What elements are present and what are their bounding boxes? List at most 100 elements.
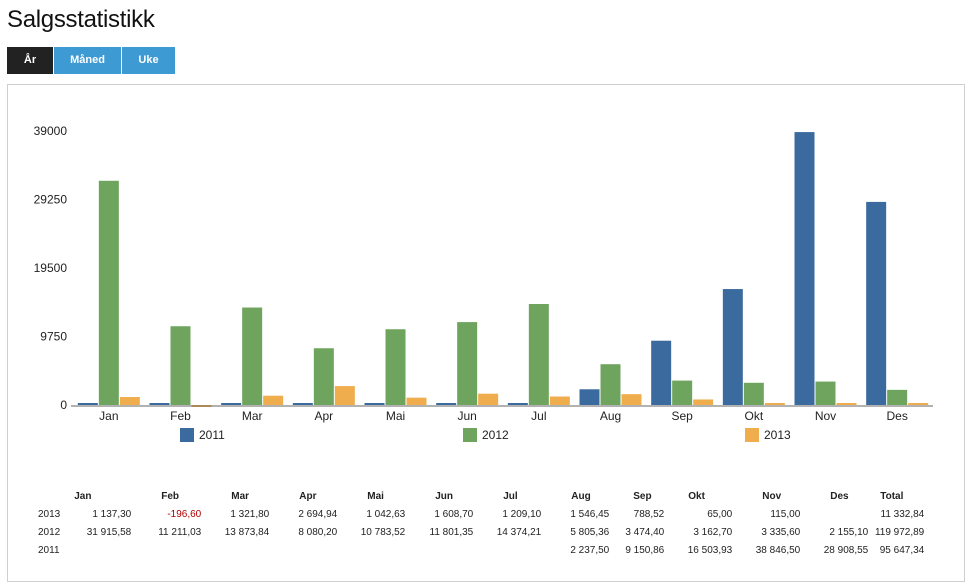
table-cell: 1 321,80	[230, 508, 270, 520]
tab-year[interactable]: År	[7, 47, 53, 74]
bar-2011-feb	[149, 403, 170, 405]
bar-2011-apr	[292, 403, 313, 405]
legend-item-2012[interactable]: 2012	[463, 428, 509, 442]
bar-2011-jan	[77, 403, 98, 405]
legend-label-2011: 2011	[199, 428, 225, 442]
x-tick-label: Okt	[744, 409, 763, 423]
bar-2013-jan	[119, 397, 140, 405]
table-cell: 1 137,30	[92, 508, 132, 520]
bar-2011-jul	[507, 403, 528, 405]
table-cell	[477, 541, 545, 559]
table-cell: 3 474,40	[625, 526, 665, 538]
bar-2011-des	[866, 201, 887, 405]
table-cell: 11 801,35	[429, 526, 474, 538]
bar-2013-jun	[478, 393, 499, 405]
bar-2011-jun	[436, 403, 457, 405]
bar-2011-okt	[722, 289, 743, 405]
x-tick-label: Aug	[600, 409, 621, 423]
table-cell: -196,60	[167, 508, 202, 520]
table-row: 2012 31 915,58 11 211,03 13 873,84 8 080,20 1…	[28, 523, 928, 541]
bar-2013-sep	[693, 399, 714, 405]
x-tick-label: Nov	[815, 409, 836, 423]
sales-table-body: 2013 1 137,30 -196,60 1 321,80 2 694,94 1 042…	[28, 505, 928, 559]
table-cell: 3 335,60	[761, 526, 801, 538]
table-header-year	[28, 487, 64, 505]
x-tick-label: Jul	[531, 409, 546, 423]
bar-2011-sep	[651, 340, 672, 405]
table-cell-year: 2012	[38, 526, 61, 538]
table-cell: 2 237,50	[570, 544, 610, 556]
period-tabs: År Måned Uke	[7, 47, 175, 74]
table-cell: 2 155,10	[829, 526, 869, 538]
table-cell: 65,00	[707, 508, 733, 520]
table-cell: 16 503,93	[687, 544, 733, 556]
table-cell: 1 042,63	[366, 508, 406, 520]
legend-label-2012: 2012	[482, 428, 509, 442]
bar-2013-jul	[549, 396, 570, 405]
table-header-okt: Okt	[688, 490, 705, 502]
bar-2012-jun	[457, 322, 478, 405]
table-cell: 31 915,58	[86, 526, 132, 538]
table-header-total: Total	[880, 490, 904, 502]
bar-2011-nov	[794, 132, 815, 405]
table-cell: 9 150,86	[625, 544, 665, 556]
legend-item-2013[interactable]: 2013	[745, 428, 791, 442]
bar-2012-sep	[672, 380, 693, 405]
bar-2011-mar	[221, 403, 242, 405]
table-cell: 115,00	[770, 508, 801, 520]
legend-item-2011[interactable]: 2011	[180, 428, 225, 442]
bar-2012-jan	[98, 180, 119, 405]
table-cell	[273, 541, 341, 559]
x-tick-label: Mai	[386, 409, 405, 423]
table-cell: 11 332,84	[880, 508, 925, 520]
sales-table: Jan Feb Mar Apr Mai Jun Jul Aug Sep Okt …	[28, 487, 928, 559]
bar-2011-mai	[364, 403, 385, 405]
bar-2012-jul	[528, 304, 549, 405]
table-cell: 5 805,36	[570, 526, 610, 538]
table-header-nov: Nov	[762, 490, 782, 502]
bar-2012-mar	[242, 307, 263, 405]
sales-bar-chart: 0 9750 19500 29250 39000 Jan Feb Mar Apr Mai Jun Ju…	[34, 124, 933, 423]
x-tick-label: Mar	[242, 409, 263, 423]
table-cell: 2 694,94	[298, 508, 338, 520]
table-cell-year: 2011	[38, 544, 60, 556]
table-row: 2011 2 237,50 9 150,86 16 503,93 38 846,50 28…	[28, 541, 928, 559]
table-cell: 14 374,21	[496, 526, 542, 538]
table-cell: 10 783,52	[360, 526, 406, 538]
table-header-mar: Mar	[231, 490, 250, 502]
bar-2013-nov	[836, 403, 857, 405]
table-header-jan: Jan	[74, 490, 92, 502]
y-tick-label: 29250	[34, 193, 68, 207]
table-cell: 11 211,03	[158, 526, 202, 538]
tab-week[interactable]: Uke	[122, 47, 175, 74]
y-tick-label: 19500	[34, 261, 68, 275]
table-cell: 13 873,84	[224, 526, 270, 538]
bar-2013-apr	[334, 386, 355, 405]
table-cell: 1 546,45	[570, 508, 610, 520]
table-cell: 3 162,70	[693, 526, 733, 538]
table-header-jul: Jul	[503, 490, 518, 502]
x-tick-label: Feb	[170, 409, 191, 423]
y-tick-label: 39000	[34, 124, 68, 138]
legend-label-2013: 2013	[764, 428, 791, 442]
table-header-jun: Jun	[435, 490, 454, 502]
table-header-row: Jan Feb Mar Apr Mai Jun Jul Aug Sep Okt …	[28, 487, 928, 505]
table-header-des: Des	[830, 490, 849, 502]
bar-2011-aug	[579, 389, 600, 405]
table-cell: 119 972,89	[874, 526, 925, 538]
table-row: 2013 1 137,30 -196,60 1 321,80 2 694,94 1 042…	[28, 505, 928, 523]
table-cell	[205, 541, 273, 559]
table-cell	[341, 541, 409, 559]
y-tick-label: 9750	[40, 330, 67, 344]
table-cell	[804, 505, 872, 523]
bar-2012-feb	[170, 326, 191, 405]
table-cell: 1 209,10	[502, 508, 542, 520]
x-tick-label: Jun	[457, 409, 476, 423]
bar-2013-aug	[621, 394, 642, 405]
tab-month[interactable]: Måned	[54, 47, 121, 74]
x-tick-label: Jan	[99, 409, 118, 423]
x-tick-label: Sep	[671, 409, 693, 423]
table-cell: 788,52	[633, 508, 665, 520]
bar-2012-nov	[815, 381, 836, 405]
legend-swatch-2011	[180, 428, 194, 442]
